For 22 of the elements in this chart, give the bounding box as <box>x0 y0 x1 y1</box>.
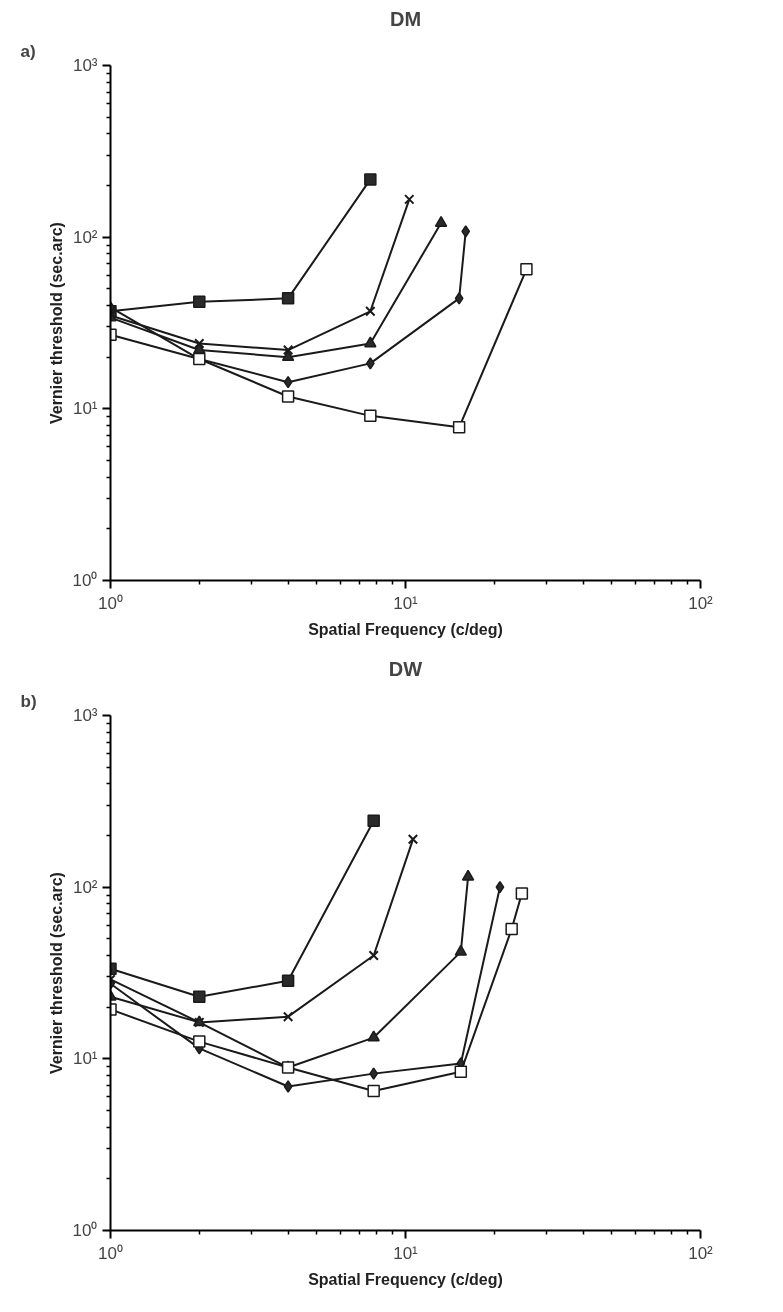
y-tick-label: 10³ <box>72 56 98 75</box>
y-tick-label: 10² <box>72 877 98 897</box>
x-tick-label: 10² <box>688 593 714 613</box>
x-axis-title: Spatial Frequency (c/deg) <box>308 1270 503 1288</box>
text: b) <box>20 691 37 711</box>
x-tick-label: 10⁰ <box>98 1243 123 1263</box>
y-tick-label: 10¹ <box>72 1049 98 1069</box>
x-tick-label: 10¹ <box>393 593 419 613</box>
x-tick-label: 10⁰ <box>98 593 123 613</box>
y-axis-title: Vernier threshold (sec.arc) <box>47 222 65 424</box>
x-axis-title: Spatial Frequency (c/deg) <box>308 620 503 638</box>
x-tick-label: 10² <box>688 1243 714 1263</box>
chart-title: DW <box>388 657 423 680</box>
y-tick-label: 10³ <box>72 706 98 725</box>
text: a) <box>20 41 36 61</box>
y-tick-label: 10¹ <box>72 399 98 419</box>
y-axis-title: Vernier threshold (sec.arc) <box>47 872 65 1074</box>
y-tick-label: 10² <box>72 227 98 247</box>
chart-title: DM <box>389 7 422 30</box>
y-tick-label: 10⁰ <box>72 1221 98 1240</box>
y-tick-label: 10⁰ <box>72 571 98 590</box>
x-tick-label: 10¹ <box>393 1243 419 1263</box>
